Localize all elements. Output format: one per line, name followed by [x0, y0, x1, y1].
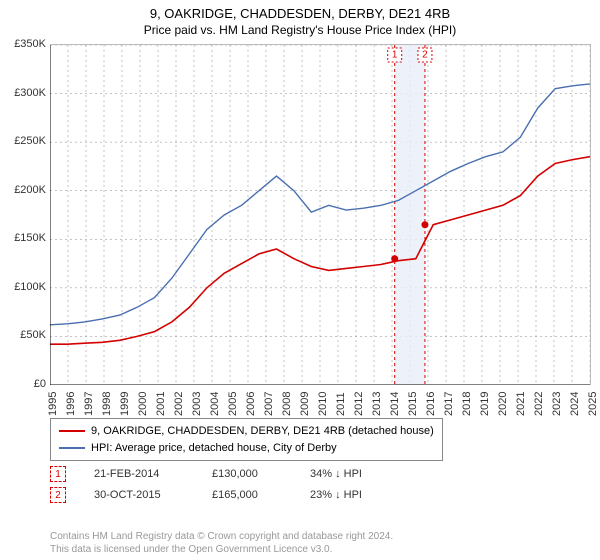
- sale-marker: 1: [50, 466, 66, 482]
- x-axis-label: 1999: [119, 392, 131, 416]
- svg-text:2: 2: [422, 50, 428, 61]
- x-axis-label: 2017: [443, 392, 455, 416]
- x-axis-label: 2012: [353, 392, 365, 416]
- legend-label: HPI: Average price, detached house, City…: [91, 440, 337, 457]
- x-axis-label: 2016: [425, 392, 437, 416]
- x-axis-label: 2020: [497, 392, 509, 416]
- legend: 9, OAKRIDGE, CHADDESDEN, DERBY, DE21 4RB…: [50, 418, 443, 461]
- x-axis-label: 2014: [389, 392, 401, 416]
- sale-pct: 34% ↓ HPI: [310, 464, 410, 485]
- x-axis-label: 2015: [407, 392, 419, 416]
- sale-price: £165,000: [212, 485, 282, 506]
- y-axis-label: £200K: [0, 184, 46, 196]
- x-axis-label: 2021: [515, 392, 527, 416]
- y-axis-label: £150K: [0, 232, 46, 244]
- x-axis-label: 2022: [533, 392, 545, 416]
- y-axis-label: £300K: [0, 87, 46, 99]
- x-axis-label: 2013: [371, 392, 383, 416]
- x-axis-label: 1997: [83, 392, 95, 416]
- sale-row: 1 21-FEB-2014 £130,000 34% ↓ HPI: [50, 464, 410, 485]
- sale-pct: 23% ↓ HPI: [310, 485, 410, 506]
- y-axis-label: £100K: [0, 281, 46, 293]
- sale-row: 2 30-OCT-2015 £165,000 23% ↓ HPI: [50, 485, 410, 506]
- attribution-line-1: Contains HM Land Registry data © Crown c…: [50, 530, 393, 543]
- legend-row: 9, OAKRIDGE, CHADDESDEN, DERBY, DE21 4RB…: [59, 423, 434, 440]
- sale-date: 21-FEB-2014: [94, 464, 184, 485]
- x-axis-label: 2019: [479, 392, 491, 416]
- x-axis-label: 2009: [299, 392, 311, 416]
- x-axis-label: 2004: [209, 392, 221, 416]
- sale-price: £130,000: [212, 464, 282, 485]
- x-axis-label: 2000: [137, 392, 149, 416]
- x-axis-label: 2011: [335, 392, 347, 416]
- x-axis-label: 2006: [245, 392, 257, 416]
- x-axis-label: 2001: [155, 392, 167, 416]
- x-axis-label: 2008: [281, 392, 293, 416]
- x-axis-label: 2025: [587, 392, 599, 416]
- x-axis-label: 2024: [569, 392, 581, 416]
- sales-table: 1 21-FEB-2014 £130,000 34% ↓ HPI 2 30-OCT-201…: [50, 464, 410, 506]
- x-axis-label: 2010: [317, 392, 329, 416]
- x-axis-label: 2018: [461, 392, 473, 416]
- svg-text:1: 1: [392, 50, 398, 61]
- y-axis-label: £250K: [0, 135, 46, 147]
- y-axis-label: £50K: [0, 329, 46, 341]
- x-axis-label: 2005: [227, 392, 239, 416]
- x-axis-label: 1995: [47, 392, 59, 416]
- attribution: Contains HM Land Registry data © Crown c…: [50, 530, 393, 556]
- x-axis-label: 1996: [65, 392, 77, 416]
- y-axis-label: £0: [0, 378, 46, 390]
- legend-label: 9, OAKRIDGE, CHADDESDEN, DERBY, DE21 4RB…: [91, 423, 434, 440]
- sale-date: 30-OCT-2015: [94, 485, 184, 506]
- x-axis-label: 1998: [101, 392, 113, 416]
- legend-swatch: [59, 430, 85, 432]
- page-title: 9, OAKRIDGE, CHADDESDEN, DERBY, DE21 4RB: [0, 0, 600, 23]
- x-axis-label: 2002: [173, 392, 185, 416]
- sale-marker: 2: [50, 487, 66, 503]
- attribution-line-2: This data is licensed under the Open Gov…: [50, 543, 393, 556]
- x-axis-label: 2023: [551, 392, 563, 416]
- price-chart: 12: [50, 44, 591, 385]
- legend-row: HPI: Average price, detached house, City…: [59, 440, 434, 457]
- page-subtitle: Price paid vs. HM Land Registry's House …: [0, 23, 600, 41]
- y-axis-label: £350K: [0, 38, 46, 50]
- x-axis-label: 2007: [263, 392, 275, 416]
- legend-swatch: [59, 447, 85, 449]
- x-axis-label: 2003: [191, 392, 203, 416]
